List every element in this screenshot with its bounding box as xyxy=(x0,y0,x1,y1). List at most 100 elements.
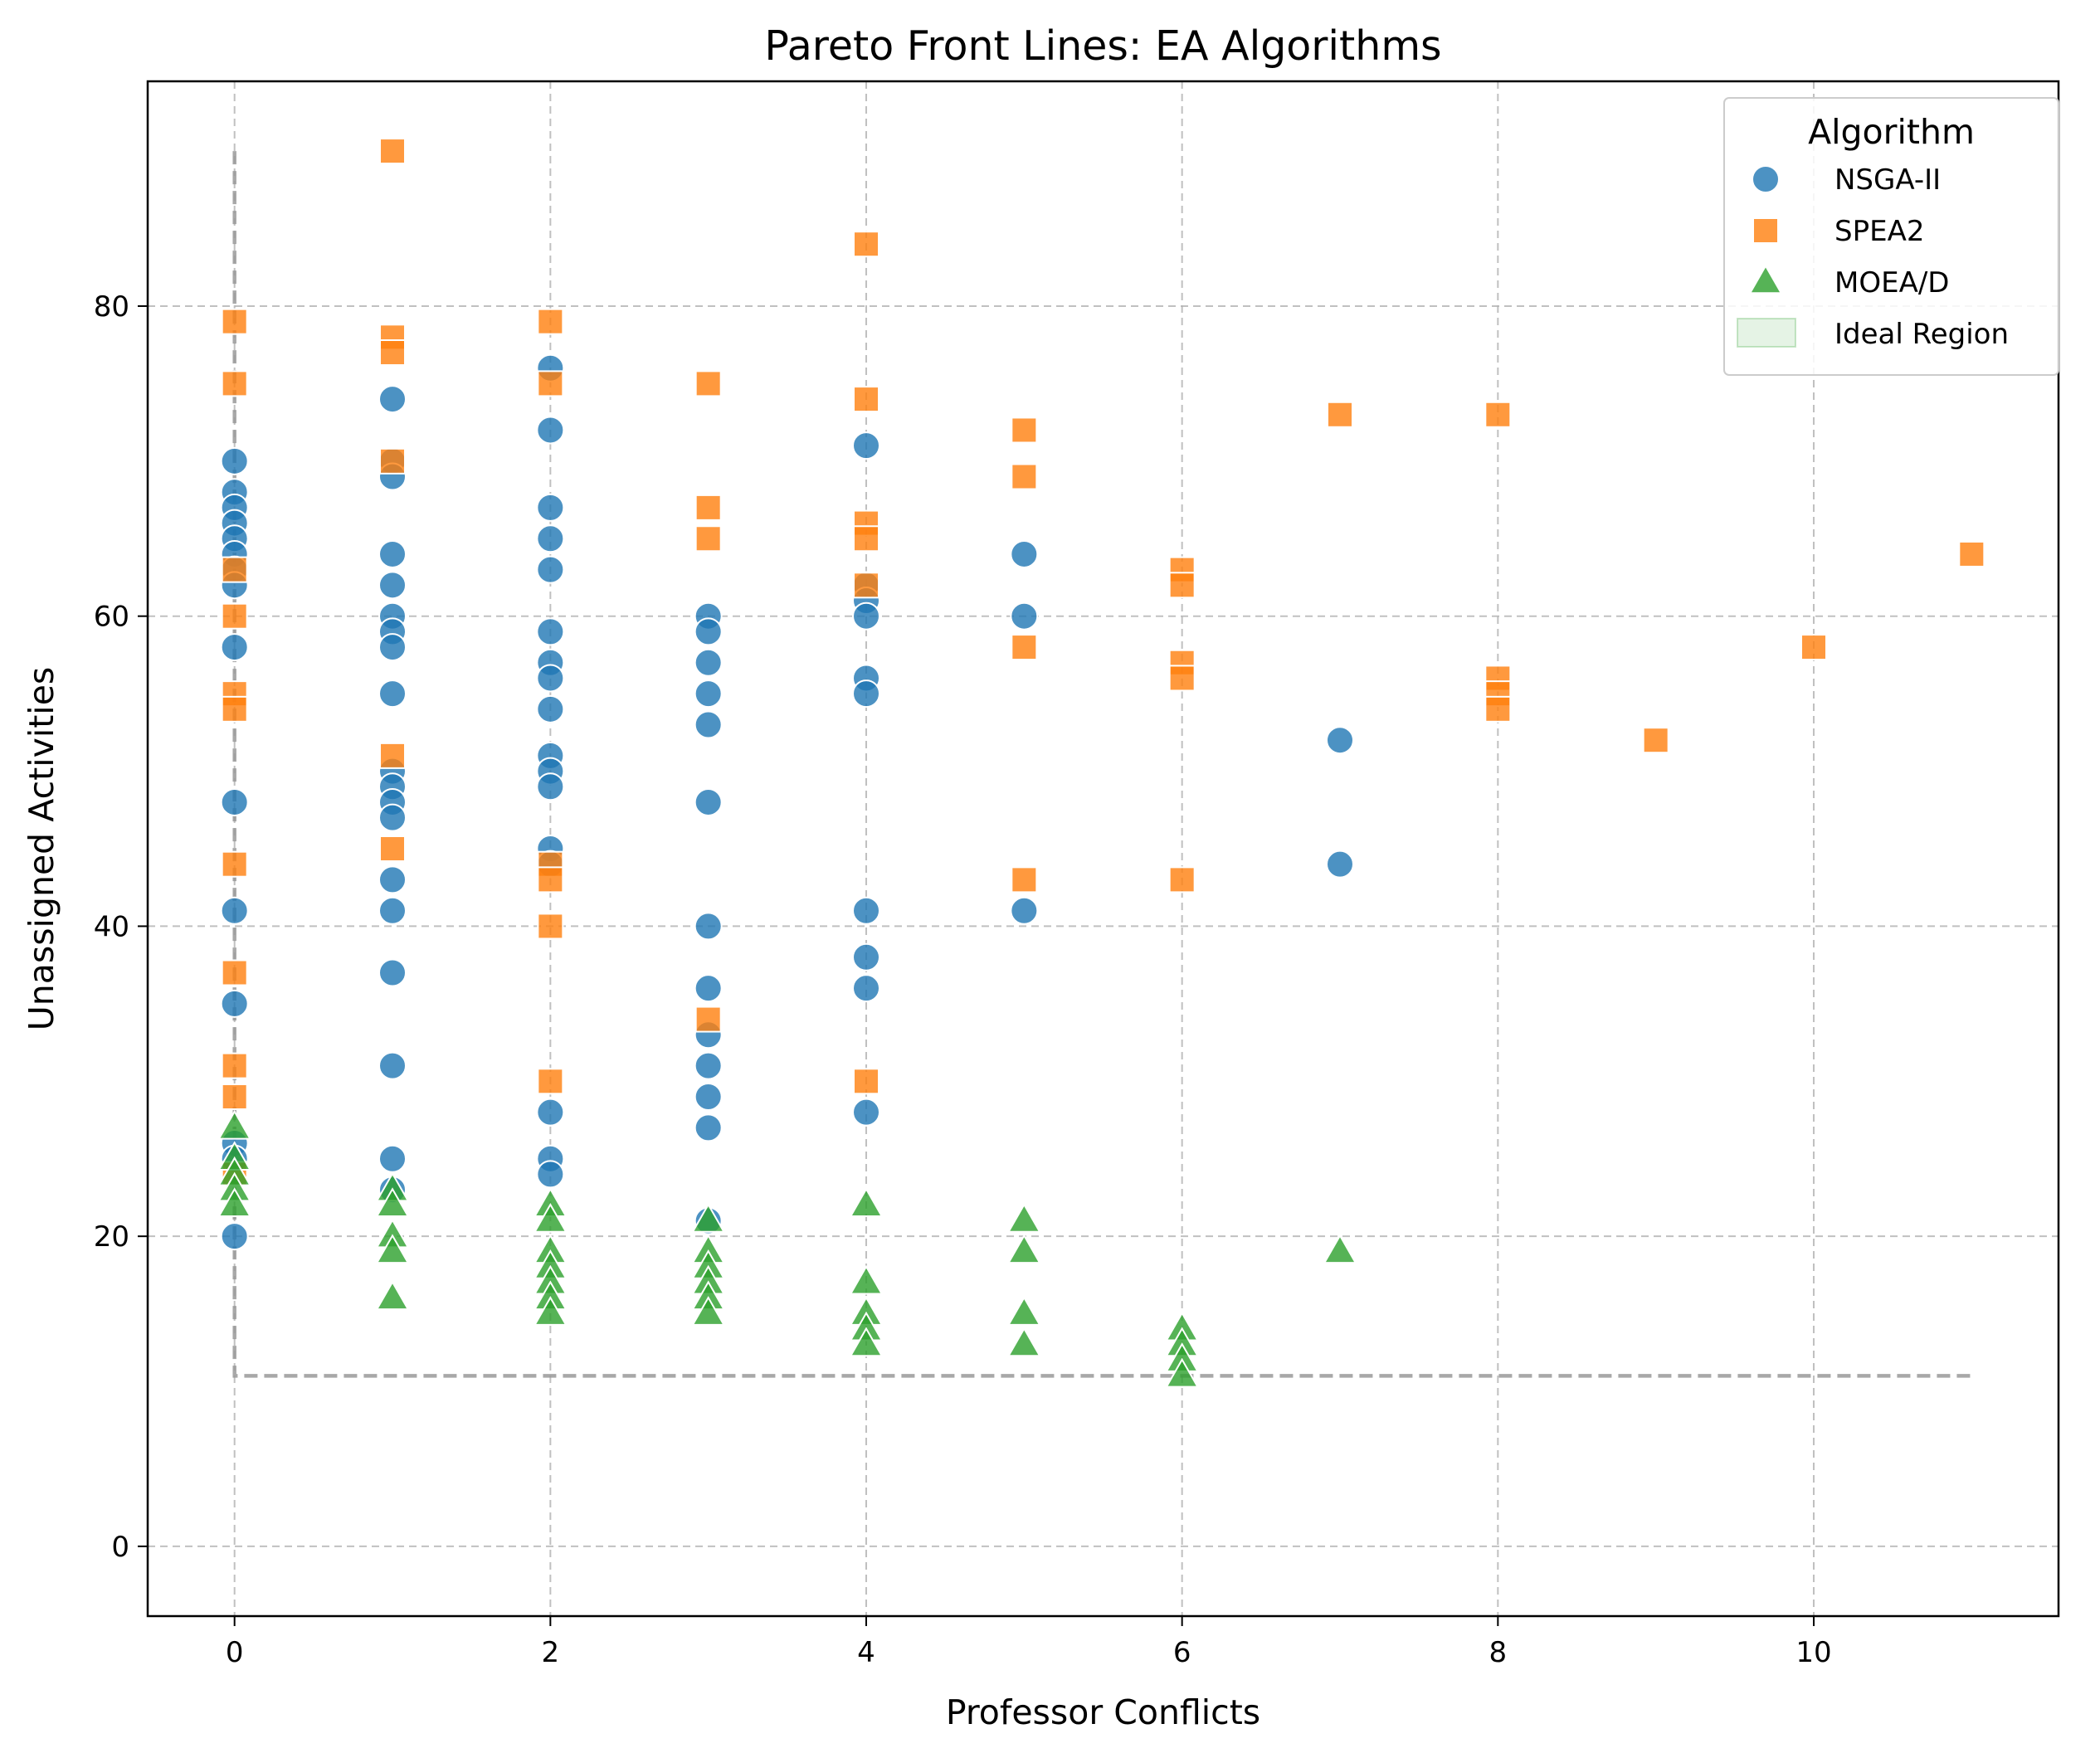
data-point xyxy=(375,1234,410,1264)
legend-label: Ideal Region xyxy=(1834,318,2009,351)
data-point xyxy=(221,1052,248,1079)
data-point xyxy=(378,803,407,832)
x-axis-label: Professor Conflicts xyxy=(946,1692,1260,1732)
data-point xyxy=(1006,1296,1041,1326)
series-spea2 xyxy=(221,138,1985,1188)
data-point xyxy=(691,1202,726,1233)
data-point xyxy=(694,370,722,397)
data-point xyxy=(221,850,248,878)
data-point xyxy=(378,896,407,925)
data-point xyxy=(536,664,565,693)
legend-marker xyxy=(1752,217,1779,244)
data-point xyxy=(378,958,407,987)
data-point xyxy=(691,1296,726,1326)
data-point xyxy=(378,633,407,662)
data-point xyxy=(694,1082,723,1111)
data-point xyxy=(694,525,722,553)
data-point xyxy=(221,308,248,335)
data-point xyxy=(1642,727,1669,754)
data-point xyxy=(849,1264,884,1295)
data-point xyxy=(220,989,249,1018)
points-layer xyxy=(217,138,1985,1388)
data-point xyxy=(536,524,565,553)
y-axis-label: Unassigned Activities xyxy=(22,667,61,1031)
data-point xyxy=(220,446,249,475)
data-point xyxy=(1006,1327,1041,1357)
data-point xyxy=(852,1098,881,1127)
data-point xyxy=(852,942,881,971)
data-point xyxy=(694,787,723,816)
data-point xyxy=(378,679,407,709)
data-point xyxy=(220,1222,249,1251)
data-point xyxy=(378,385,407,414)
data-point xyxy=(1010,896,1039,925)
data-point xyxy=(1326,401,1353,428)
data-point xyxy=(694,710,723,739)
data-point xyxy=(853,572,880,599)
data-point xyxy=(694,974,723,1003)
data-point xyxy=(1323,1234,1357,1264)
legend-title: Algorithm xyxy=(1808,112,1975,152)
x-tick-label: 8 xyxy=(1489,1636,1508,1669)
data-point xyxy=(375,1187,410,1218)
data-point xyxy=(536,1160,565,1189)
data-point xyxy=(379,339,407,367)
data-point xyxy=(375,1280,410,1311)
x-tick-label: 2 xyxy=(542,1636,560,1669)
data-point xyxy=(221,602,248,630)
x-tick-label: 4 xyxy=(857,1636,875,1669)
data-point xyxy=(694,648,723,677)
data-point xyxy=(1168,572,1196,599)
data-point xyxy=(536,1098,565,1127)
data-point xyxy=(536,416,565,445)
data-point xyxy=(221,1083,248,1110)
data-point xyxy=(852,679,881,709)
data-point xyxy=(217,1109,252,1140)
y-tick-label: 60 xyxy=(94,601,129,634)
data-point xyxy=(379,138,407,165)
data-point xyxy=(536,493,565,522)
legend-swatch xyxy=(1737,318,1796,348)
data-point xyxy=(378,1051,407,1080)
data-point xyxy=(694,1006,722,1033)
data-point xyxy=(536,617,565,646)
legend-marker xyxy=(1752,165,1780,193)
data-point xyxy=(1011,634,1038,661)
data-point xyxy=(1484,695,1512,723)
data-point xyxy=(378,1144,407,1173)
data-point xyxy=(1168,665,1196,692)
data-point xyxy=(221,556,248,583)
data-point xyxy=(221,370,248,397)
x-tick-label: 10 xyxy=(1795,1636,1831,1669)
data-point xyxy=(849,1187,884,1218)
data-point xyxy=(1325,850,1354,879)
data-point xyxy=(1325,726,1354,755)
data-point xyxy=(379,742,407,769)
data-point xyxy=(221,959,248,986)
data-point xyxy=(537,308,564,335)
data-point xyxy=(1006,1202,1041,1233)
data-point xyxy=(694,1113,723,1142)
data-point xyxy=(849,1327,884,1357)
data-point xyxy=(379,447,407,475)
data-point xyxy=(1168,866,1196,894)
data-point xyxy=(1011,416,1038,444)
legend-marker xyxy=(1748,264,1783,295)
ticks-layer: 0 2 4 6 8 10 0 20 40 60 80 xyxy=(94,290,1832,1669)
legend: Algorithm NSGA-II SPEA2 MOEA/D Ideal Region xyxy=(1723,97,2059,376)
x-tick-label: 6 xyxy=(1173,1636,1191,1669)
data-point xyxy=(378,539,407,568)
data-point xyxy=(533,1202,568,1233)
data-point xyxy=(1800,634,1827,661)
y-tick-label: 80 xyxy=(94,290,129,324)
data-point xyxy=(1958,540,1985,567)
data-point xyxy=(1011,866,1038,894)
y-tick-label: 20 xyxy=(94,1220,129,1254)
data-point xyxy=(694,617,723,646)
data-point xyxy=(378,865,407,894)
data-point xyxy=(1010,539,1039,568)
legend-label: MOEA/D xyxy=(1834,266,1949,299)
legend-label: NSGA-II xyxy=(1834,163,1941,197)
data-point xyxy=(853,231,880,258)
